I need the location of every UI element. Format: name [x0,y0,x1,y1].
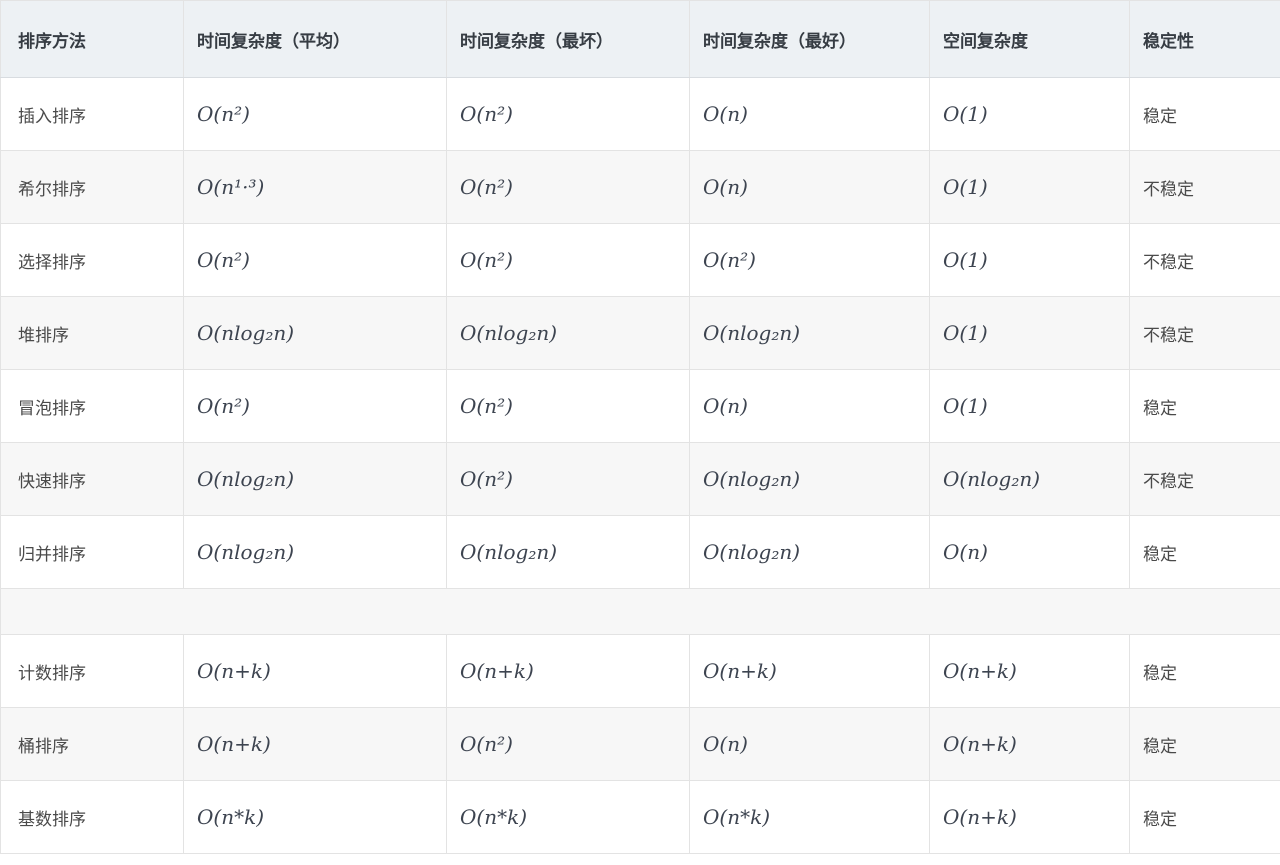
cell-time-avg: O(nlog₂n) [183,442,447,516]
cell-space: O(1) [929,223,1130,297]
cell-method: 堆排序 [0,296,184,370]
cell-time-best: O(n+k) [689,634,930,708]
cell-time-worst: O(n²) [446,150,690,224]
col-header-time-worst: 时间复杂度（最坏） [446,0,690,78]
cell-space: O(1) [929,150,1130,224]
cell-stability: 不稳定 [1129,442,1280,516]
table-header: 排序方法 时间复杂度（平均） 时间复杂度（最坏） 时间复杂度（最好） 空间复杂度… [0,0,1280,78]
row-quick-sort: 快速排序 O(nlog₂n) O(n²) O(nlog₂n) O(nlog₂n)… [0,442,1280,516]
cell-space: O(1) [929,77,1130,151]
cell-method: 选择排序 [0,223,184,297]
table-body: 插入排序 O(n²) O(n²) O(n) O(1) 稳定 希尔排序 O(n¹·… [0,77,1280,854]
cell-time-best: O(n*k) [689,780,930,854]
cell-time-best: O(n) [689,707,930,781]
cell-method: 桶排序 [0,707,184,781]
cell-time-best: O(n) [689,150,930,224]
cell-stability: 不稳定 [1129,296,1280,370]
cell-time-avg: O(nlog₂n) [183,515,447,589]
cell-method: 计数排序 [0,634,184,708]
cell-time-worst: O(n²) [446,77,690,151]
row-heap-sort: 堆排序 O(nlog₂n) O(nlog₂n) O(nlog₂n) O(1) 不… [0,296,1280,370]
cell-method: 快速排序 [0,442,184,516]
cell-time-avg: O(n¹·³) [183,150,447,224]
cell-time-worst: O(n²) [446,369,690,443]
cell-stability: 稳定 [1129,707,1280,781]
cell-time-best: O(nlog₂n) [689,296,930,370]
cell-method: 冒泡排序 [0,369,184,443]
cell-time-avg: O(nlog₂n) [183,296,447,370]
row-bucket-sort: 桶排序 O(n+k) O(n²) O(n) O(n+k) 稳定 [0,707,1280,781]
col-header-method: 排序方法 [0,0,184,78]
cell-time-avg: O(n+k) [183,634,447,708]
col-header-stability: 稳定性 [1129,0,1280,78]
cell-time-worst: O(n+k) [446,634,690,708]
cell-time-best: O(nlog₂n) [689,442,930,516]
row-separator [0,588,1280,635]
separator-cell [0,588,1280,635]
cell-stability: 稳定 [1129,77,1280,151]
row-selection-sort: 选择排序 O(n²) O(n²) O(n²) O(1) 不稳定 [0,223,1280,297]
cell-stability: 不稳定 [1129,223,1280,297]
cell-space: O(n) [929,515,1130,589]
cell-time-best: O(nlog₂n) [689,515,930,589]
cell-time-worst: O(n*k) [446,780,690,854]
cell-space: O(n+k) [929,780,1130,854]
cell-time-best: O(n) [689,77,930,151]
row-counting-sort: 计数排序 O(n+k) O(n+k) O(n+k) O(n+k) 稳定 [0,634,1280,708]
cell-time-worst: O(nlog₂n) [446,515,690,589]
row-shell-sort: 希尔排序 O(n¹·³) O(n²) O(n) O(1) 不稳定 [0,150,1280,224]
row-radix-sort: 基数排序 O(n*k) O(n*k) O(n*k) O(n+k) 稳定 [0,780,1280,854]
col-header-space: 空间复杂度 [929,0,1130,78]
cell-space: O(1) [929,369,1130,443]
cell-time-avg: O(n²) [183,369,447,443]
cell-stability: 稳定 [1129,515,1280,589]
cell-space: O(1) [929,296,1130,370]
cell-time-avg: O(n+k) [183,707,447,781]
cell-time-avg: O(n*k) [183,780,447,854]
cell-method: 希尔排序 [0,150,184,224]
col-header-time-avg: 时间复杂度（平均） [183,0,447,78]
cell-time-best: O(n) [689,369,930,443]
cell-time-best: O(n²) [689,223,930,297]
cell-stability: 稳定 [1129,780,1280,854]
cell-time-worst: O(n²) [446,707,690,781]
cell-space: O(n+k) [929,634,1130,708]
row-insertion-sort: 插入排序 O(n²) O(n²) O(n) O(1) 稳定 [0,77,1280,151]
cell-space: O(n+k) [929,707,1130,781]
col-header-time-best: 时间复杂度（最好） [689,0,930,78]
row-merge-sort: 归并排序 O(nlog₂n) O(nlog₂n) O(nlog₂n) O(n) … [0,515,1280,589]
cell-stability: 不稳定 [1129,150,1280,224]
cell-time-avg: O(n²) [183,77,447,151]
cell-method: 基数排序 [0,780,184,854]
cell-method: 归并排序 [0,515,184,589]
cell-stability: 稳定 [1129,369,1280,443]
cell-time-worst: O(n²) [446,442,690,516]
cell-stability: 稳定 [1129,634,1280,708]
cell-time-avg: O(n²) [183,223,447,297]
cell-method: 插入排序 [0,77,184,151]
header-row: 排序方法 时间复杂度（平均） 时间复杂度（最坏） 时间复杂度（最好） 空间复杂度… [0,0,1280,78]
cell-time-worst: O(nlog₂n) [446,296,690,370]
row-bubble-sort: 冒泡排序 O(n²) O(n²) O(n) O(1) 稳定 [0,369,1280,443]
cell-space: O(nlog₂n) [929,442,1130,516]
cell-time-worst: O(n²) [446,223,690,297]
